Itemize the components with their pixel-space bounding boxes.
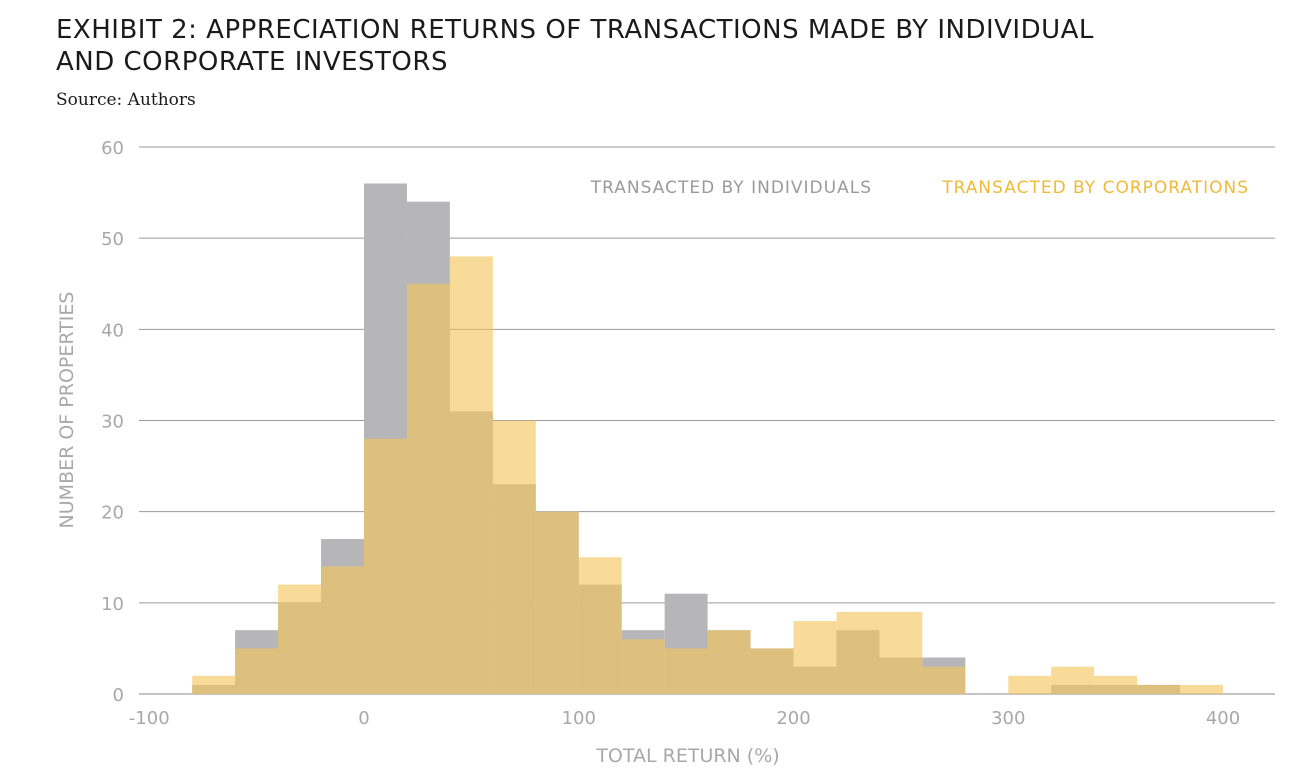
- bar-corporations-140: [664, 648, 708, 694]
- y-tick-label-30: 30: [101, 412, 124, 433]
- y-tick-label-60: 60: [101, 138, 124, 159]
- x-tick-label--100: -100: [129, 708, 170, 729]
- bar-corporations-240: [879, 611, 923, 694]
- y-tick-label-50: 50: [101, 229, 124, 250]
- x-tick-label-300: 300: [991, 708, 1025, 729]
- y-axis-label: NUMBER OF PROPERTIES: [56, 292, 78, 529]
- bar-corporations-100: [578, 557, 622, 694]
- bar-corporations-300: [1008, 675, 1052, 694]
- chart-title-line-1: EXHIBIT 2: APPRECIATION RETURNS OF TRANS…: [56, 15, 1094, 45]
- chart-source: Source: Authors: [56, 90, 196, 110]
- bar-corporations-60: [492, 420, 536, 694]
- series-corporations: [192, 256, 1223, 694]
- legend-entry-corporations: TRANSACTED BY CORPORATIONS: [941, 178, 1249, 198]
- bar-corporations-380: [1180, 684, 1223, 694]
- bars: [192, 183, 1223, 694]
- bar-corporations-120: [621, 639, 665, 694]
- bar-corporations--40: [278, 584, 322, 694]
- x-tick-label-200: 200: [776, 708, 810, 729]
- y-tick-label-20: 20: [101, 503, 124, 524]
- x-tick-label-400: 400: [1206, 708, 1240, 729]
- bar-corporations-220: [836, 611, 880, 694]
- bar-corporations-40: [449, 256, 493, 694]
- bar-corporations-20: [406, 283, 450, 694]
- bar-corporations-260: [922, 666, 966, 694]
- y-tick-label-40: 40: [101, 320, 124, 341]
- chart-title-line-2: AND CORPORATE INVESTORS: [56, 47, 448, 77]
- bar-corporations-200: [793, 621, 837, 694]
- bar-corporations-320: [1051, 666, 1095, 694]
- bar-corporations-340: [1094, 675, 1138, 694]
- bar-corporations--80: [192, 675, 236, 694]
- x-axis-label: TOTAL RETURN (%): [595, 745, 779, 767]
- x-tick-label-100: 100: [562, 708, 596, 729]
- y-tick-label-0: 0: [113, 685, 124, 706]
- bar-corporations--20: [321, 566, 364, 694]
- bar-corporations-80: [535, 511, 579, 694]
- bar-corporations--60: [235, 648, 279, 694]
- bar-corporations-160: [707, 630, 751, 694]
- bar-corporations-360: [1137, 684, 1181, 694]
- bar-corporations-0: [364, 438, 407, 694]
- x-tick-label-0: 0: [358, 708, 369, 729]
- y-tick-label-10: 10: [101, 594, 124, 615]
- bar-corporations-180: [750, 648, 794, 694]
- chart-title: EXHIBIT 2: APPRECIATION RETURNS OF TRANS…: [56, 14, 1256, 78]
- legend-entry-individuals: TRANSACTED BY INDIVIDUALS: [590, 178, 872, 198]
